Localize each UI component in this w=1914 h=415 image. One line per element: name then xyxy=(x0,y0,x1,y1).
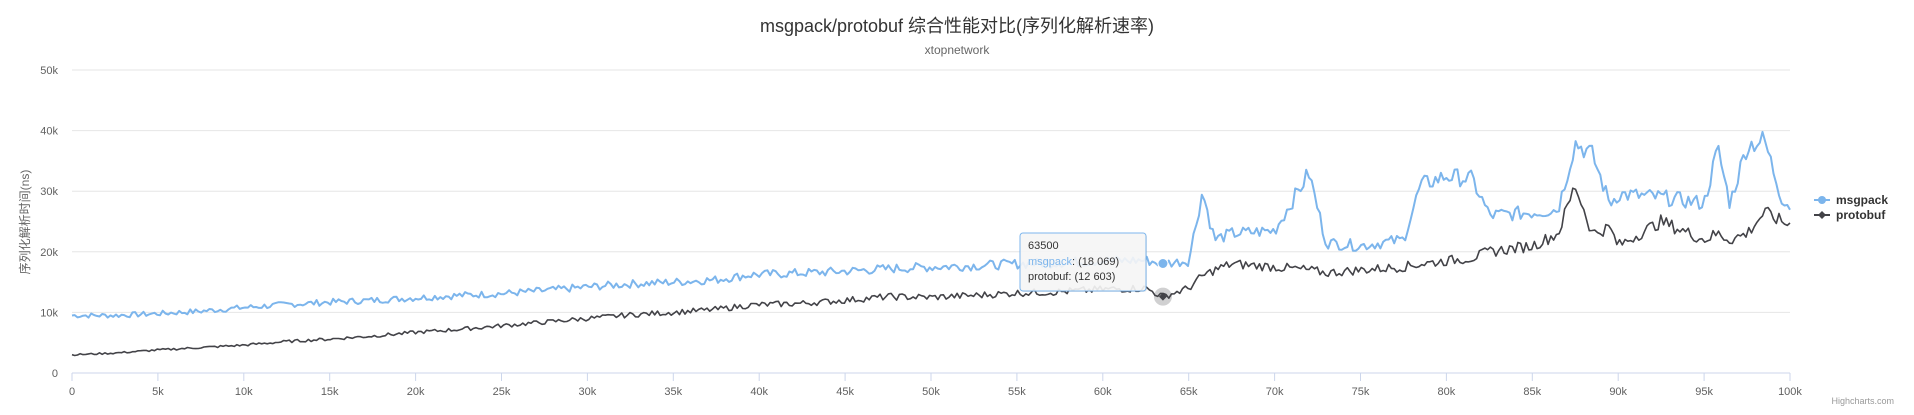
credits-label[interactable]: Highcharts.com xyxy=(1831,396,1894,406)
legend-diamond-icon xyxy=(1818,211,1826,219)
x-tick-label: 85k xyxy=(1523,386,1541,398)
tooltip-header: 63500 xyxy=(1028,240,1059,252)
legend-circle-icon xyxy=(1818,196,1826,204)
x-tick-label: 80k xyxy=(1438,386,1456,398)
x-tick-label: 55k xyxy=(1008,386,1026,398)
x-tick-label: 75k xyxy=(1352,386,1370,398)
x-tick-label: 10k xyxy=(235,386,253,398)
x-tick-label: 30k xyxy=(579,386,597,398)
tooltip-line-msgpack: msgpack: (18 069) xyxy=(1028,256,1119,268)
y-tick-label: 20k xyxy=(40,247,58,259)
x-tick-label: 45k xyxy=(836,386,854,398)
x-tick-label: 25k xyxy=(493,386,511,398)
chart-title: msgpack/protobuf 综合性能对比(序列化解析速率) xyxy=(760,16,1154,36)
chart-subtitle: xtopnetwork xyxy=(925,43,991,57)
series-line-protobuf[interactable] xyxy=(71,187,1791,357)
x-tick-label: 0 xyxy=(69,386,75,398)
x-axis: 0 5k 10k 15k 20k 25k 30k 35k 40k 45k 50k 55k 60k 65k 7… xyxy=(69,373,1802,398)
title-group: msgpack/protobuf 综合性能对比(序列化解析速率) xtopnet… xyxy=(760,16,1154,57)
tooltip-box xyxy=(1019,232,1147,292)
y-tick-label: 30k xyxy=(40,186,58,198)
x-tick-label: 70k xyxy=(1266,386,1284,398)
series-group xyxy=(71,130,1791,357)
x-tick-label: 35k xyxy=(664,386,682,398)
x-tick-label: 90k xyxy=(1609,386,1627,398)
x-tick-label: 65k xyxy=(1180,386,1198,398)
y-tick-label: 50k xyxy=(40,65,58,77)
tooltip-line-protobuf: protobuf: (12 603) xyxy=(1028,271,1115,283)
y-axis: 0 10k 20k 30k 40k 50k xyxy=(40,65,58,380)
hover-marker-msgpack xyxy=(1157,258,1169,270)
hover-marker-protobuf xyxy=(1158,292,1167,301)
legend-item-protobuf[interactable]: protobuf xyxy=(1814,208,1886,222)
y-tick-label: 0 xyxy=(52,368,58,380)
legend-label: msgpack xyxy=(1836,193,1888,207)
x-tick-label: 95k xyxy=(1695,386,1713,398)
y-axis-title: 序列化解析时间(ns) xyxy=(17,170,32,275)
y-tick-label: 10k xyxy=(40,307,58,319)
x-tick-label: 5k xyxy=(152,386,164,398)
x-tick-label: 15k xyxy=(321,386,339,398)
x-tick-label: 20k xyxy=(407,386,425,398)
tooltip: 63500 msgpack: (18 069) protobuf: (12 603) xyxy=(1019,232,1147,292)
y-tick-label: 40k xyxy=(40,126,58,138)
x-tick-label: 100k xyxy=(1778,386,1802,398)
x-tick-label: 50k xyxy=(922,386,940,398)
gridlines xyxy=(72,69,1790,374)
legend-label: protobuf xyxy=(1836,208,1886,222)
x-tick-label: 60k xyxy=(1094,386,1112,398)
legend-item-msgpack[interactable]: msgpack xyxy=(1814,193,1888,207)
series-line-msgpack[interactable] xyxy=(71,130,1791,319)
x-tick-label: 40k xyxy=(750,386,768,398)
